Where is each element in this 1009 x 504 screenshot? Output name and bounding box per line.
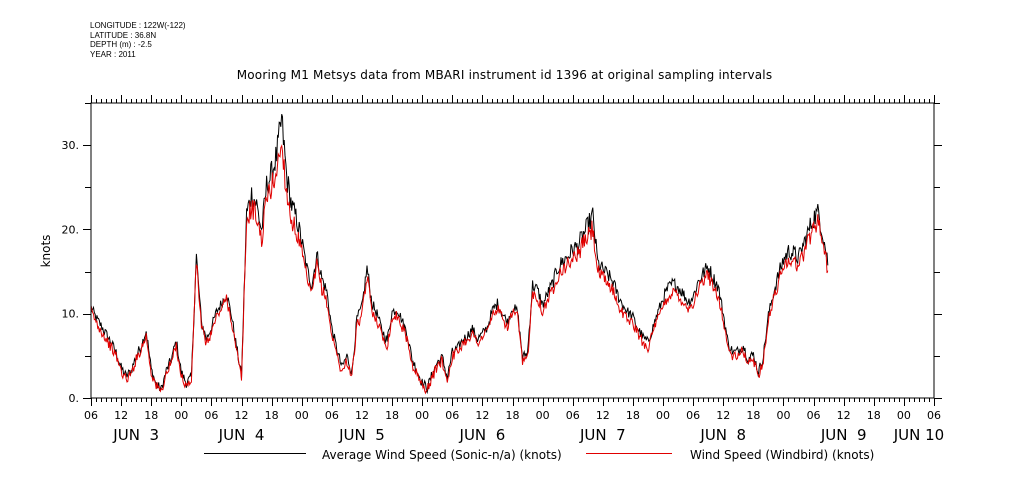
y-axis-label: knots [39, 235, 53, 268]
plot-frame [90, 102, 935, 399]
x-hour-label: 00 [656, 409, 670, 422]
series-lines [90, 114, 829, 395]
x-hour-label: 12 [837, 409, 851, 422]
y-tick-label: 30. [62, 139, 80, 152]
x-hour-label: 18 [867, 409, 881, 422]
year-label: YEAR : 2011 [90, 49, 136, 59]
x-hour-label: 00 [536, 409, 550, 422]
x-hour-label: 18 [265, 409, 279, 422]
x-hour-label: 06 [204, 409, 218, 422]
x-day-label: JUN 4 [218, 426, 265, 444]
x-hour-label: 18 [506, 409, 520, 422]
x-hour-label: 12 [596, 409, 610, 422]
legend-label: Average Wind Speed (Sonic-n/a) (knots) [322, 448, 562, 462]
depth-label: DEPTH (m) : -2.5 [90, 40, 152, 50]
longitude-label: LONGITUDE : 122W(-122) [90, 21, 186, 30]
x-day-label: JUN 3 [112, 426, 159, 444]
legend-label: Wind Speed (Windbird) (knots) [690, 448, 874, 462]
x-hour-label: 06 [566, 409, 580, 422]
x-hour-label: 00 [415, 409, 429, 422]
x-hour-label: 12 [475, 409, 489, 422]
x-day-label: JUN 8 [699, 426, 746, 444]
x-day-label: JUN 6 [459, 426, 506, 444]
chart-title: Mooring M1 Metsys data from MBARI instru… [236, 68, 773, 82]
x-hour-label: 12 [716, 409, 730, 422]
x-day-label: JUN 5 [338, 426, 385, 444]
x-hour-label: 00 [295, 409, 309, 422]
y-tick-label: 20. [62, 223, 80, 236]
x-hour-label: 18 [144, 409, 158, 422]
tick-marks [83, 95, 942, 406]
x-hour-label: 06 [686, 409, 700, 422]
x-hour-label: 00 [174, 409, 188, 422]
series-line [90, 114, 829, 395]
x-hour-label: 06 [84, 409, 98, 422]
x-day-labels: JUN 3 JUN 4 JUN 5 JUN 6 JUN 7 JUN 8 JUN 9 JUN 1… [112, 426, 944, 444]
y-tick-labels: 0. 10. 20. 30. [62, 139, 80, 405]
x-hour-label: 00 [897, 409, 911, 422]
station-metadata: LONGITUDE : 122W(-122) LATITUDE : 36.8N … [90, 21, 186, 59]
latitude-label: LATITUDE : 36.8N [90, 30, 157, 40]
series-line [90, 144, 829, 395]
x-day-label: JUN 10 [893, 426, 944, 444]
y-tick-label: 0. [69, 392, 80, 405]
x-hour-label: 18 [385, 409, 399, 422]
x-hour-label: 00 [776, 409, 790, 422]
x-day-label: JUN 9 [820, 426, 867, 444]
y-tick-label: 10. [62, 308, 80, 321]
x-hour-label: 06 [325, 409, 339, 422]
x-day-label: JUN 7 [579, 426, 626, 444]
legend: Average Wind Speed (Sonic-n/a) (knots) Wi… [204, 448, 874, 462]
x-hour-label: 06 [445, 409, 459, 422]
x-hour-label: 06 [807, 409, 821, 422]
x-hour-tick-labels: 06 12 18 00 06 12 18 00 06 12 18 00 06 12 18 00 06 12 18 00… [84, 409, 941, 422]
x-hour-label: 18 [626, 409, 640, 422]
x-hour-label: 12 [235, 409, 249, 422]
x-hour-label: 12 [355, 409, 369, 422]
x-hour-label: 06 [927, 409, 941, 422]
x-hour-label: 12 [114, 409, 128, 422]
x-hour-label: 18 [746, 409, 760, 422]
